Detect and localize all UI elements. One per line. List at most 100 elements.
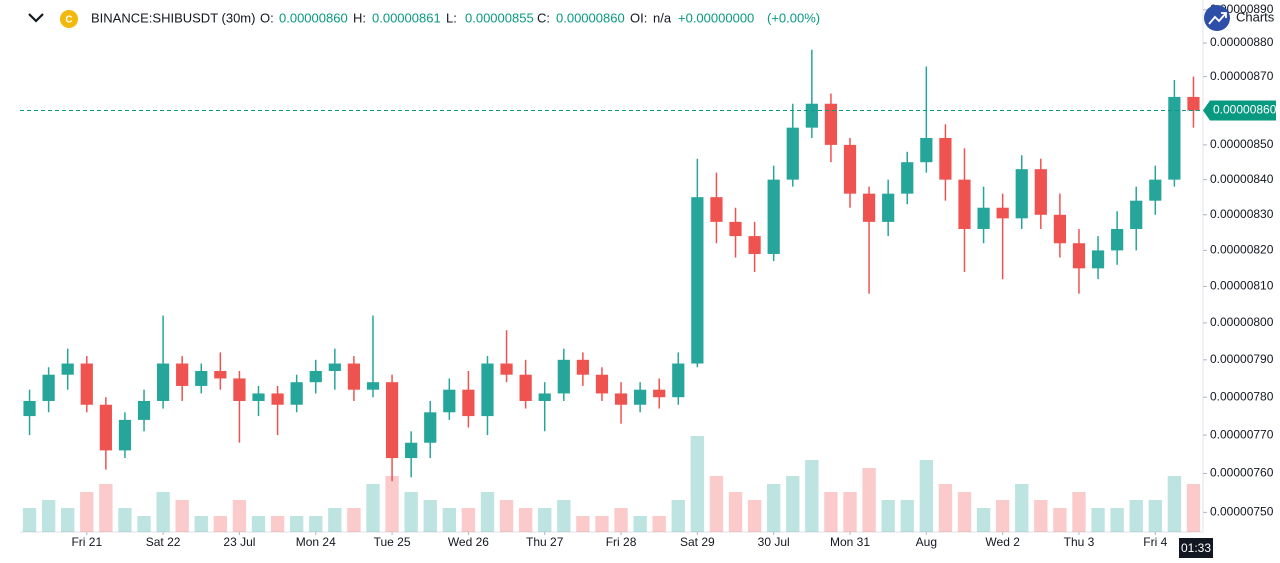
field-value: 0.00000860 [556, 10, 625, 25]
candle-body [862, 193, 876, 222]
field-value: 0.00000860 [279, 10, 348, 25]
candle-body [595, 374, 609, 394]
y-tick-label: 0.00000770 [1210, 427, 1274, 441]
candle-body [519, 374, 532, 401]
y-tick-label: 0.00000880 [1210, 35, 1274, 49]
volume-bar [309, 516, 323, 532]
volume-bar [385, 476, 399, 532]
x-tick-label: Mon 24 [296, 535, 336, 549]
volume-bar [805, 460, 819, 532]
candle-body [424, 412, 437, 443]
volume-bar [404, 492, 418, 532]
volume-bar [1148, 500, 1162, 532]
volume-bar [576, 516, 590, 532]
x-tick-label: Sat 22 [146, 535, 181, 549]
volume-bar [499, 500, 514, 532]
x-tick-label: Tue 25 [374, 535, 411, 549]
candle-body [481, 363, 494, 417]
volume-bar [80, 492, 94, 532]
last-price-label: 0.00000860 [1213, 103, 1277, 117]
volume-bar [843, 492, 857, 532]
volume-bar [671, 500, 685, 532]
volume-bar [61, 508, 75, 532]
volume-bar [747, 500, 762, 532]
volume-bar [251, 516, 266, 532]
candle-body [786, 127, 799, 180]
oi-key: OI: [630, 10, 647, 25]
volume-bar [175, 500, 189, 532]
x-tick-label: Mon 31 [830, 535, 870, 549]
volume-bar [976, 508, 991, 532]
y-tick-label: 0.00000760 [1210, 466, 1274, 480]
change-pct: (+0.00%) [767, 10, 820, 25]
y-tick-label: 0.00000750 [1210, 505, 1274, 519]
volume-bar [22, 508, 37, 532]
candle-body [309, 370, 322, 383]
candle-body [1111, 228, 1124, 251]
volume-bar [728, 492, 743, 532]
volume-bar [900, 500, 914, 532]
volume-bar [881, 500, 895, 532]
collapse-icon[interactable] [28, 13, 44, 23]
field-key: O: [260, 10, 274, 25]
time-label: 01:33 [1181, 541, 1211, 555]
volume-bar [194, 516, 208, 532]
field-value: 0.00000855 [465, 10, 534, 25]
field-key: H: [353, 10, 366, 25]
x-tick-label: Fri 21 [71, 535, 102, 549]
x-tick-label: Fri 4 [1143, 535, 1167, 549]
y-tick-label: 0.00000840 [1210, 172, 1274, 186]
candle-body [1015, 169, 1028, 219]
x-tick-label: 30 Jul [758, 535, 790, 549]
volume-bar [366, 484, 380, 532]
candle-body [214, 370, 227, 379]
candle-body [462, 389, 475, 417]
last-price-box [1203, 100, 1276, 121]
volume-bar [614, 508, 628, 532]
candle-body [614, 393, 628, 405]
x-tick-label: Wed 2 [985, 535, 1020, 549]
candle-body [176, 363, 189, 386]
candle-body [500, 363, 513, 375]
volume-bar [633, 516, 647, 532]
volume-bar [1091, 508, 1105, 532]
candle-body [23, 400, 36, 417]
volume-bar [289, 516, 304, 532]
volume-bar [538, 508, 552, 532]
x-tick-label: Sat 29 [680, 535, 715, 549]
candle-body [271, 393, 284, 405]
candle-body [977, 207, 990, 229]
candle-body [958, 179, 971, 229]
candle-body [328, 363, 341, 371]
candle-body [634, 389, 647, 405]
candle-body [538, 393, 551, 401]
y-tick-label: 0.00000820 [1210, 243, 1274, 257]
x-tick-label: Thu 3 [1064, 535, 1095, 549]
volume-bar [347, 508, 361, 532]
volume-bar [1167, 476, 1182, 532]
y-tick-label: 0.00000870 [1210, 69, 1274, 83]
coin-icon-glyph: C [65, 15, 72, 26]
volume-bar [423, 500, 437, 532]
candle-body [1091, 250, 1105, 269]
volume-bar [786, 476, 800, 532]
candle-body [824, 103, 838, 145]
volume-bar [232, 500, 247, 532]
y-tick-label: 0.00000780 [1210, 389, 1274, 403]
field-key: C: [537, 10, 550, 25]
candle-body [576, 359, 589, 375]
candle-body [1130, 200, 1143, 229]
x-tick-label: 23 Jul [223, 535, 255, 549]
volume-bar [213, 516, 228, 532]
candle-body [710, 197, 723, 222]
candle-body [385, 382, 399, 459]
volume-bar [328, 508, 342, 532]
candle-body [61, 363, 74, 375]
candle-body [347, 363, 361, 390]
volume-bar [442, 508, 456, 532]
candle-body [252, 393, 265, 401]
candle-body [405, 442, 418, 459]
x-tick-label: Aug [916, 535, 937, 549]
y-tick-label: 0.00000810 [1210, 279, 1274, 293]
